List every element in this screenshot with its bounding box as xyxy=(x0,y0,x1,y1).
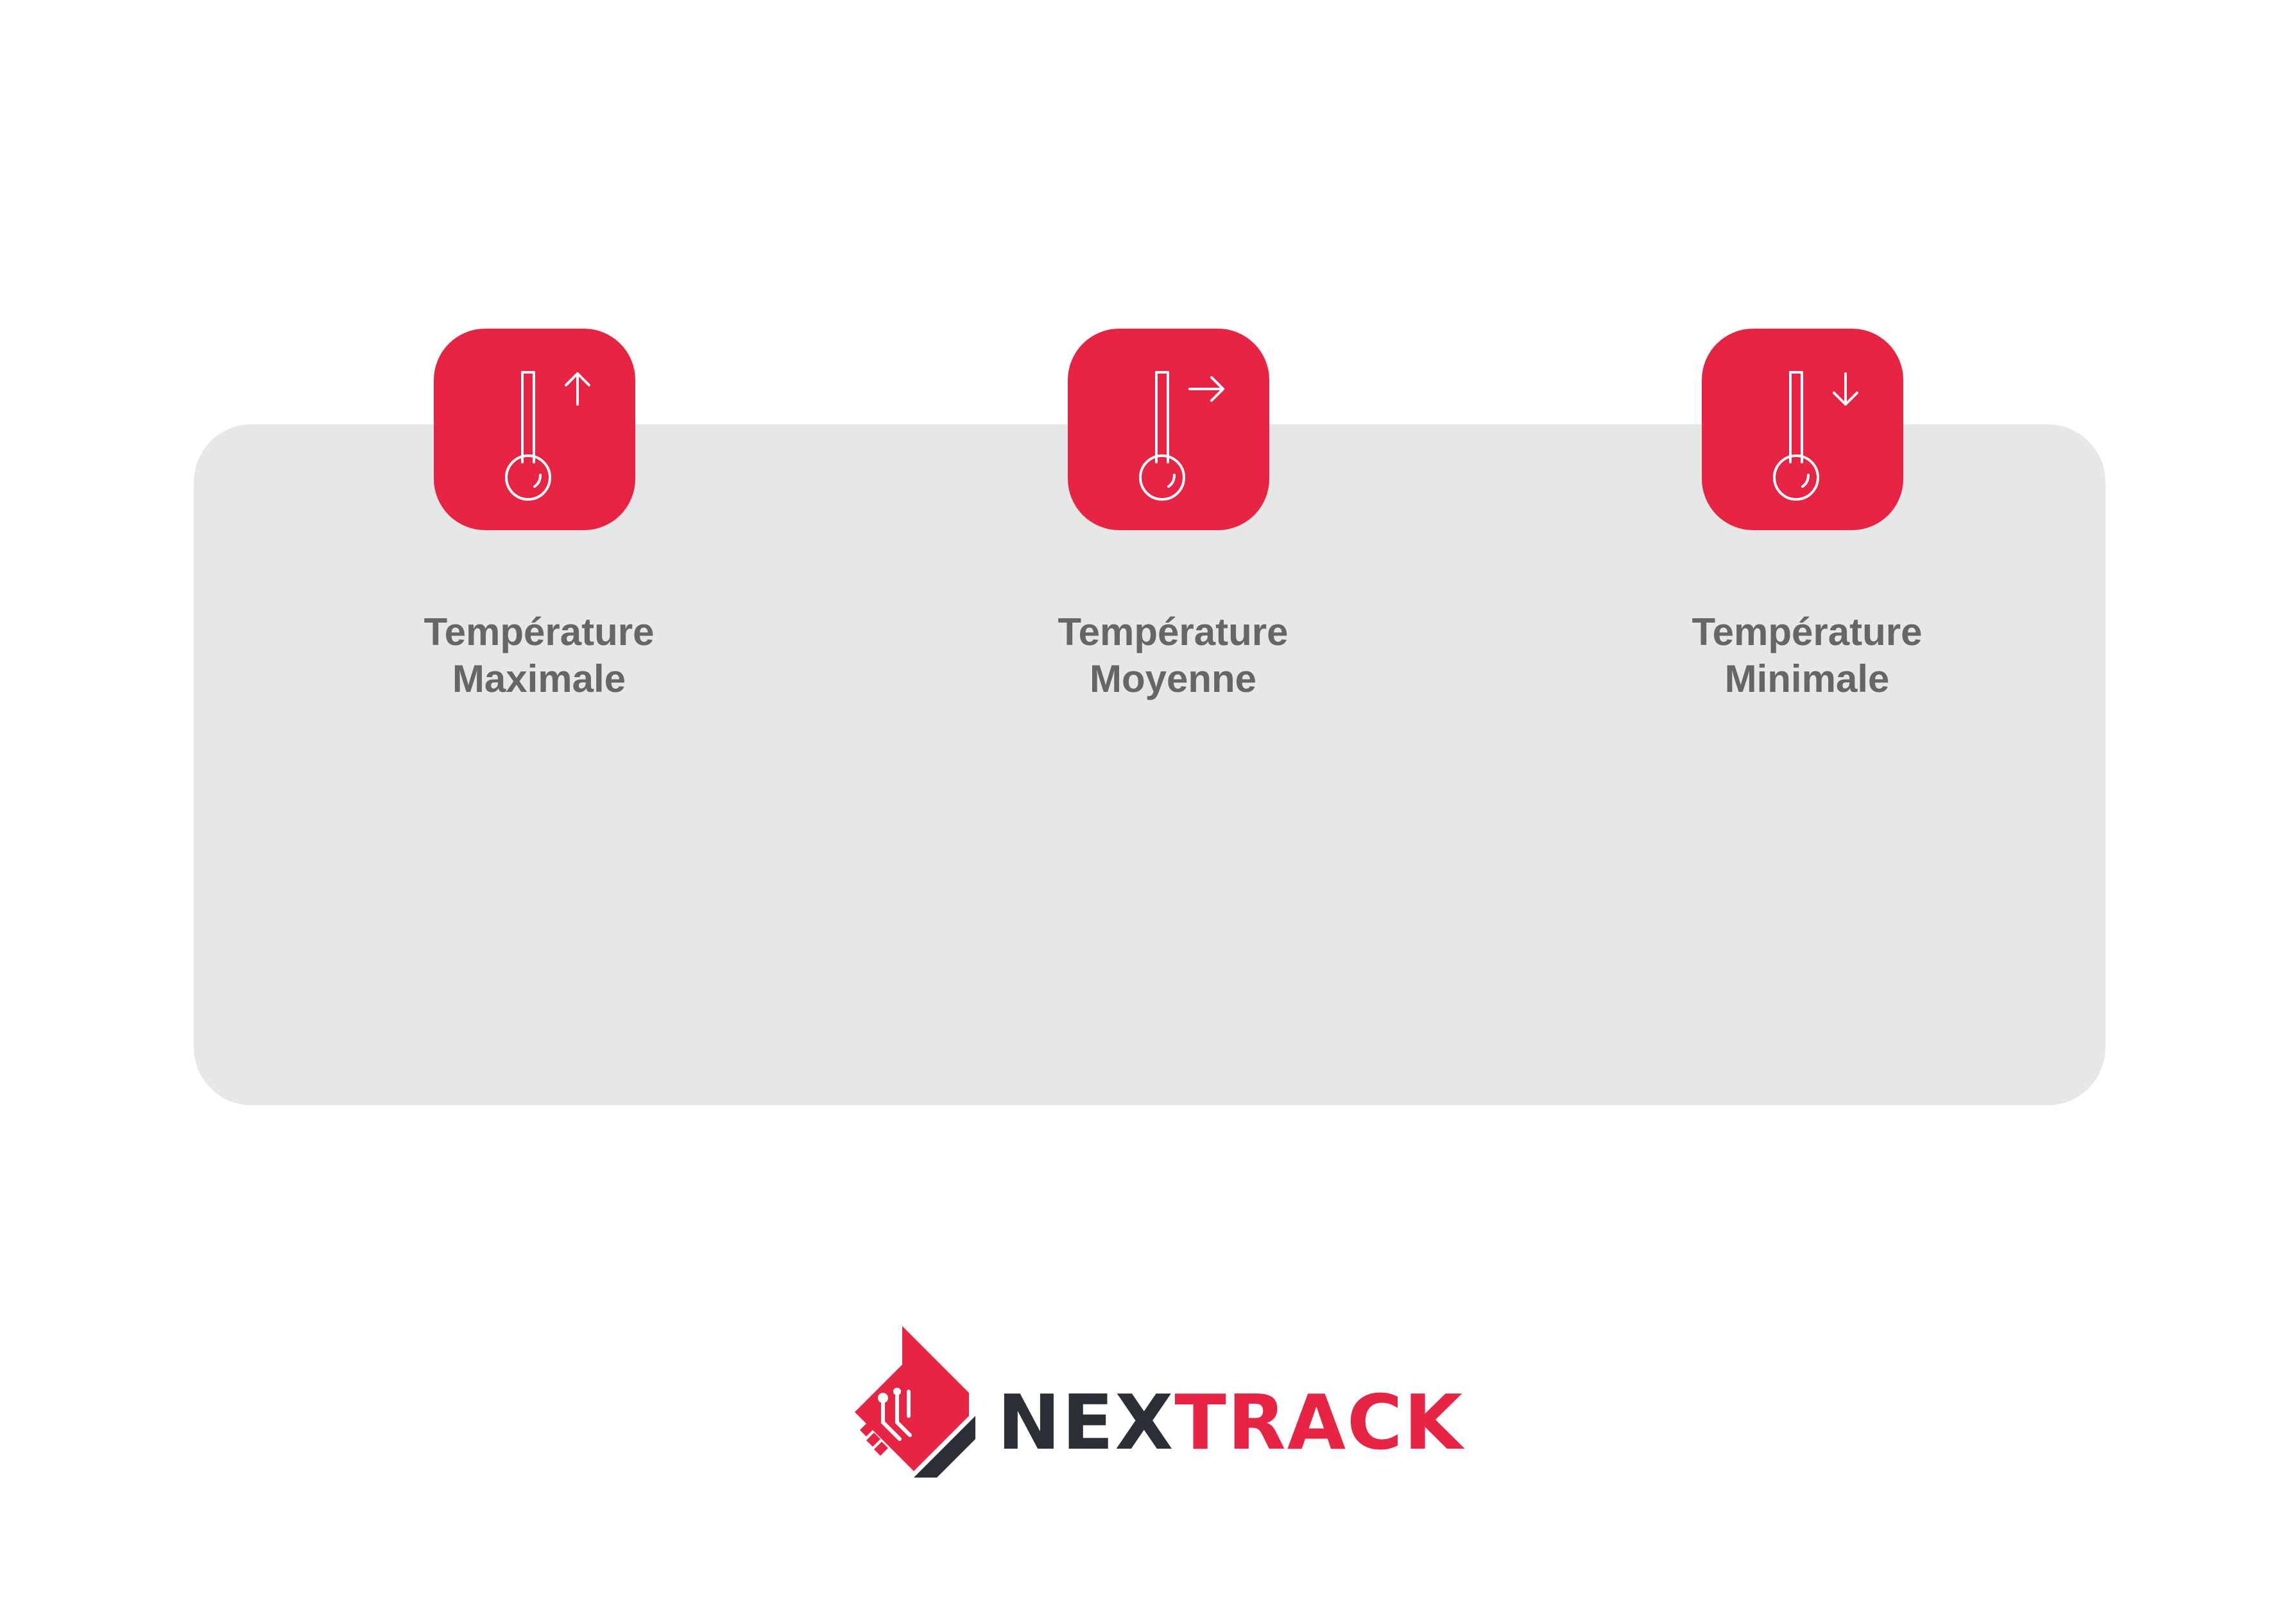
card-label: Température Maximale xyxy=(372,608,706,702)
nextrack-logo-mark xyxy=(855,1326,975,1478)
content-panel xyxy=(194,424,2105,1105)
logo-text-track: TRACK xyxy=(1174,1378,1464,1467)
label-line-1: Température xyxy=(1692,610,1923,653)
card-label: Température Minimale xyxy=(1640,608,1974,702)
label-line-2: Maximale xyxy=(452,657,626,700)
label-line-2: Minimale xyxy=(1724,657,1890,700)
logo-text-nex: NEX xyxy=(997,1378,1175,1467)
logo-wordmark: NEXTRACK xyxy=(997,1384,1464,1461)
card-temperature-avg: Température Moyenne xyxy=(1032,329,1314,714)
thermometer-arrow-down-icon xyxy=(1702,329,1903,530)
thermometer-arrow-up-icon xyxy=(434,329,635,530)
label-line-1: Température xyxy=(424,610,655,653)
nextrack-logo: NEXTRACK xyxy=(855,1326,1462,1487)
card-label: Température Moyenne xyxy=(1006,608,1340,702)
card-temperature-min: Température Minimale xyxy=(1666,329,1948,714)
label-line-2: Moyenne xyxy=(1089,657,1257,700)
card-temperature-max: Température Maximale xyxy=(398,329,680,714)
label-line-1: Température xyxy=(1058,610,1289,653)
thermometer-arrow-right-icon xyxy=(1068,329,1269,530)
